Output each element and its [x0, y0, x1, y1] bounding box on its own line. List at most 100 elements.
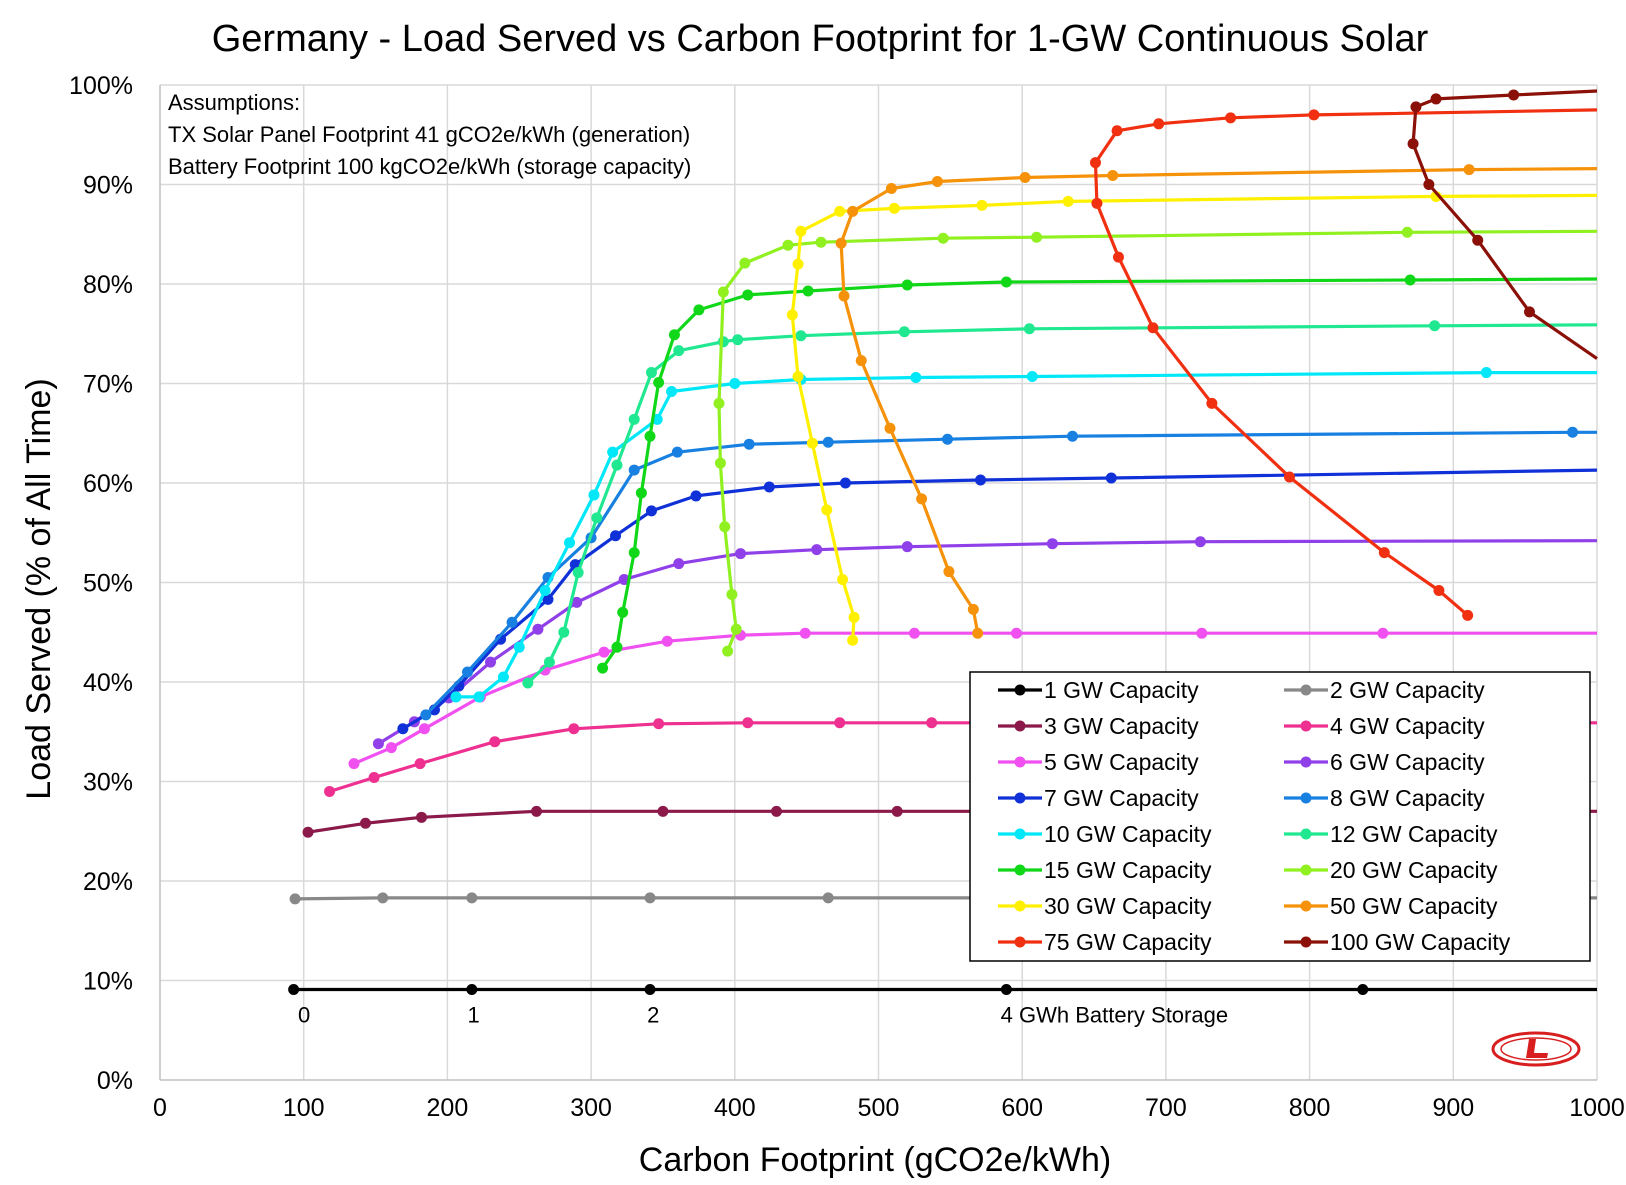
assumption-line: TX Solar Panel Footprint 41 gCO2e/kWh (g… — [168, 122, 690, 147]
assumption-line: Assumptions: — [168, 90, 300, 115]
data-point — [885, 182, 897, 194]
y-tick-label: 10% — [83, 968, 133, 996]
data-point — [416, 811, 428, 823]
data-point — [742, 289, 754, 301]
data-point — [530, 805, 542, 817]
data-point — [770, 805, 782, 817]
data-point — [1523, 306, 1535, 318]
data-point — [792, 258, 804, 270]
data-point — [397, 723, 409, 735]
data-point — [1026, 371, 1038, 383]
data-point — [1206, 397, 1218, 409]
data-point — [743, 438, 755, 450]
data-point — [972, 627, 984, 639]
legend-label: 7 GW Capacity — [1044, 785, 1199, 811]
annotation-label: 2 — [647, 1002, 659, 1027]
legend-item: 3 GW Capacity — [998, 713, 1199, 739]
y-tick-label: 80% — [83, 271, 133, 299]
legend-swatch-marker — [1300, 684, 1312, 696]
legend-label: 30 GW Capacity — [1044, 893, 1212, 919]
data-point — [839, 477, 851, 489]
legend-swatch-marker — [1300, 792, 1312, 804]
legend-label: 8 GW Capacity — [1330, 785, 1485, 811]
series-group — [1089, 108, 1598, 621]
x-tick-label: 200 — [427, 1094, 469, 1122]
data-point — [668, 329, 680, 341]
plot-series — [288, 89, 1598, 995]
data-point — [302, 826, 314, 838]
data-point — [1508, 89, 1520, 101]
data-point — [717, 336, 729, 348]
data-point — [1401, 226, 1413, 238]
data-point — [1283, 471, 1295, 483]
data-point — [588, 489, 600, 501]
legend-item: 75 GW Capacity — [998, 929, 1212, 955]
data-point — [834, 205, 846, 217]
data-point — [714, 457, 726, 469]
data-point — [532, 623, 544, 635]
y-tick-label: 0% — [97, 1067, 133, 1095]
legend-label: 100 GW Capacity — [1330, 929, 1511, 955]
legend-label: 75 GW Capacity — [1044, 929, 1212, 955]
data-point — [822, 892, 834, 904]
data-point — [742, 717, 754, 729]
data-point — [368, 772, 380, 784]
x-tick-label: 800 — [1289, 1094, 1331, 1122]
data-point — [324, 785, 336, 797]
data-point — [671, 446, 683, 458]
data-point — [377, 892, 389, 904]
data-point — [1377, 627, 1389, 639]
series-group — [597, 274, 1598, 674]
legend-box — [969, 671, 1591, 962]
data-point — [1410, 101, 1422, 113]
data-point — [289, 893, 301, 905]
data-point — [597, 662, 609, 674]
legend-item: 8 GW Capacity — [1284, 785, 1485, 811]
data-point — [806, 437, 818, 449]
legend-item: 6 GW Capacity — [1284, 749, 1485, 775]
annotation-label: 1 — [468, 1002, 480, 1027]
data-point — [466, 983, 478, 995]
series-group — [835, 164, 1598, 639]
data-point — [1567, 426, 1579, 438]
data-point — [1407, 138, 1419, 150]
data-point — [1023, 323, 1035, 335]
data-point — [645, 367, 657, 379]
data-point — [888, 202, 900, 214]
data-point — [522, 677, 534, 689]
data-point — [910, 372, 922, 384]
data-point — [385, 742, 397, 754]
data-point — [564, 537, 576, 549]
data-point — [834, 717, 846, 729]
data-point — [847, 205, 859, 217]
data-point — [543, 656, 555, 668]
series-line — [717, 229, 1598, 652]
data-point — [799, 627, 811, 639]
data-point — [1194, 536, 1206, 548]
data-point — [420, 709, 432, 721]
data-point — [348, 758, 360, 770]
data-point — [1472, 234, 1484, 246]
data-point — [506, 616, 518, 628]
legend-item: 100 GW Capacity — [1284, 929, 1511, 955]
data-point — [1225, 112, 1237, 124]
legend-label: 50 GW Capacity — [1330, 893, 1498, 919]
x-axis-title: Carbon Footprint (gCO2e/kWh) — [639, 1141, 1111, 1179]
data-point — [926, 717, 938, 729]
legend-swatch-marker — [1014, 864, 1026, 876]
data-point — [713, 397, 725, 409]
data-point — [763, 481, 775, 493]
data-point — [645, 505, 657, 517]
legend-item: 50 GW Capacity — [1284, 893, 1498, 919]
assumption-line: Battery Footprint 100 kgCO2e/kWh (storag… — [168, 154, 691, 179]
data-point — [288, 983, 300, 995]
data-point — [908, 627, 920, 639]
data-point — [653, 377, 665, 389]
data-point — [673, 558, 685, 570]
data-point — [644, 983, 656, 995]
legend-swatch-marker — [1300, 828, 1312, 840]
data-point — [414, 758, 426, 770]
data-point — [884, 422, 896, 434]
data-point — [1019, 172, 1031, 184]
data-point — [735, 548, 747, 560]
